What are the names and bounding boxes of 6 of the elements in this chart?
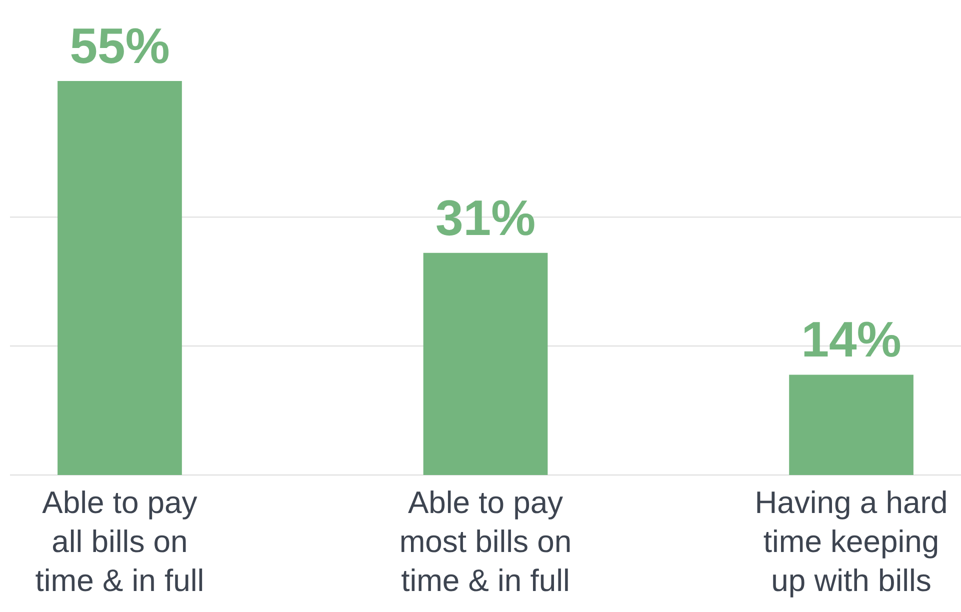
data-label: 31% (435, 190, 536, 246)
x-tick-label: Having a hard time keeping up with bills (754, 485, 948, 598)
x-tick-label: Able to pay all bills on time & in full (35, 485, 204, 598)
data-label: 14% (801, 312, 902, 368)
data-label: 55% (70, 18, 170, 74)
x-tick-label: Able to pay most bills on time & in full (399, 485, 572, 598)
